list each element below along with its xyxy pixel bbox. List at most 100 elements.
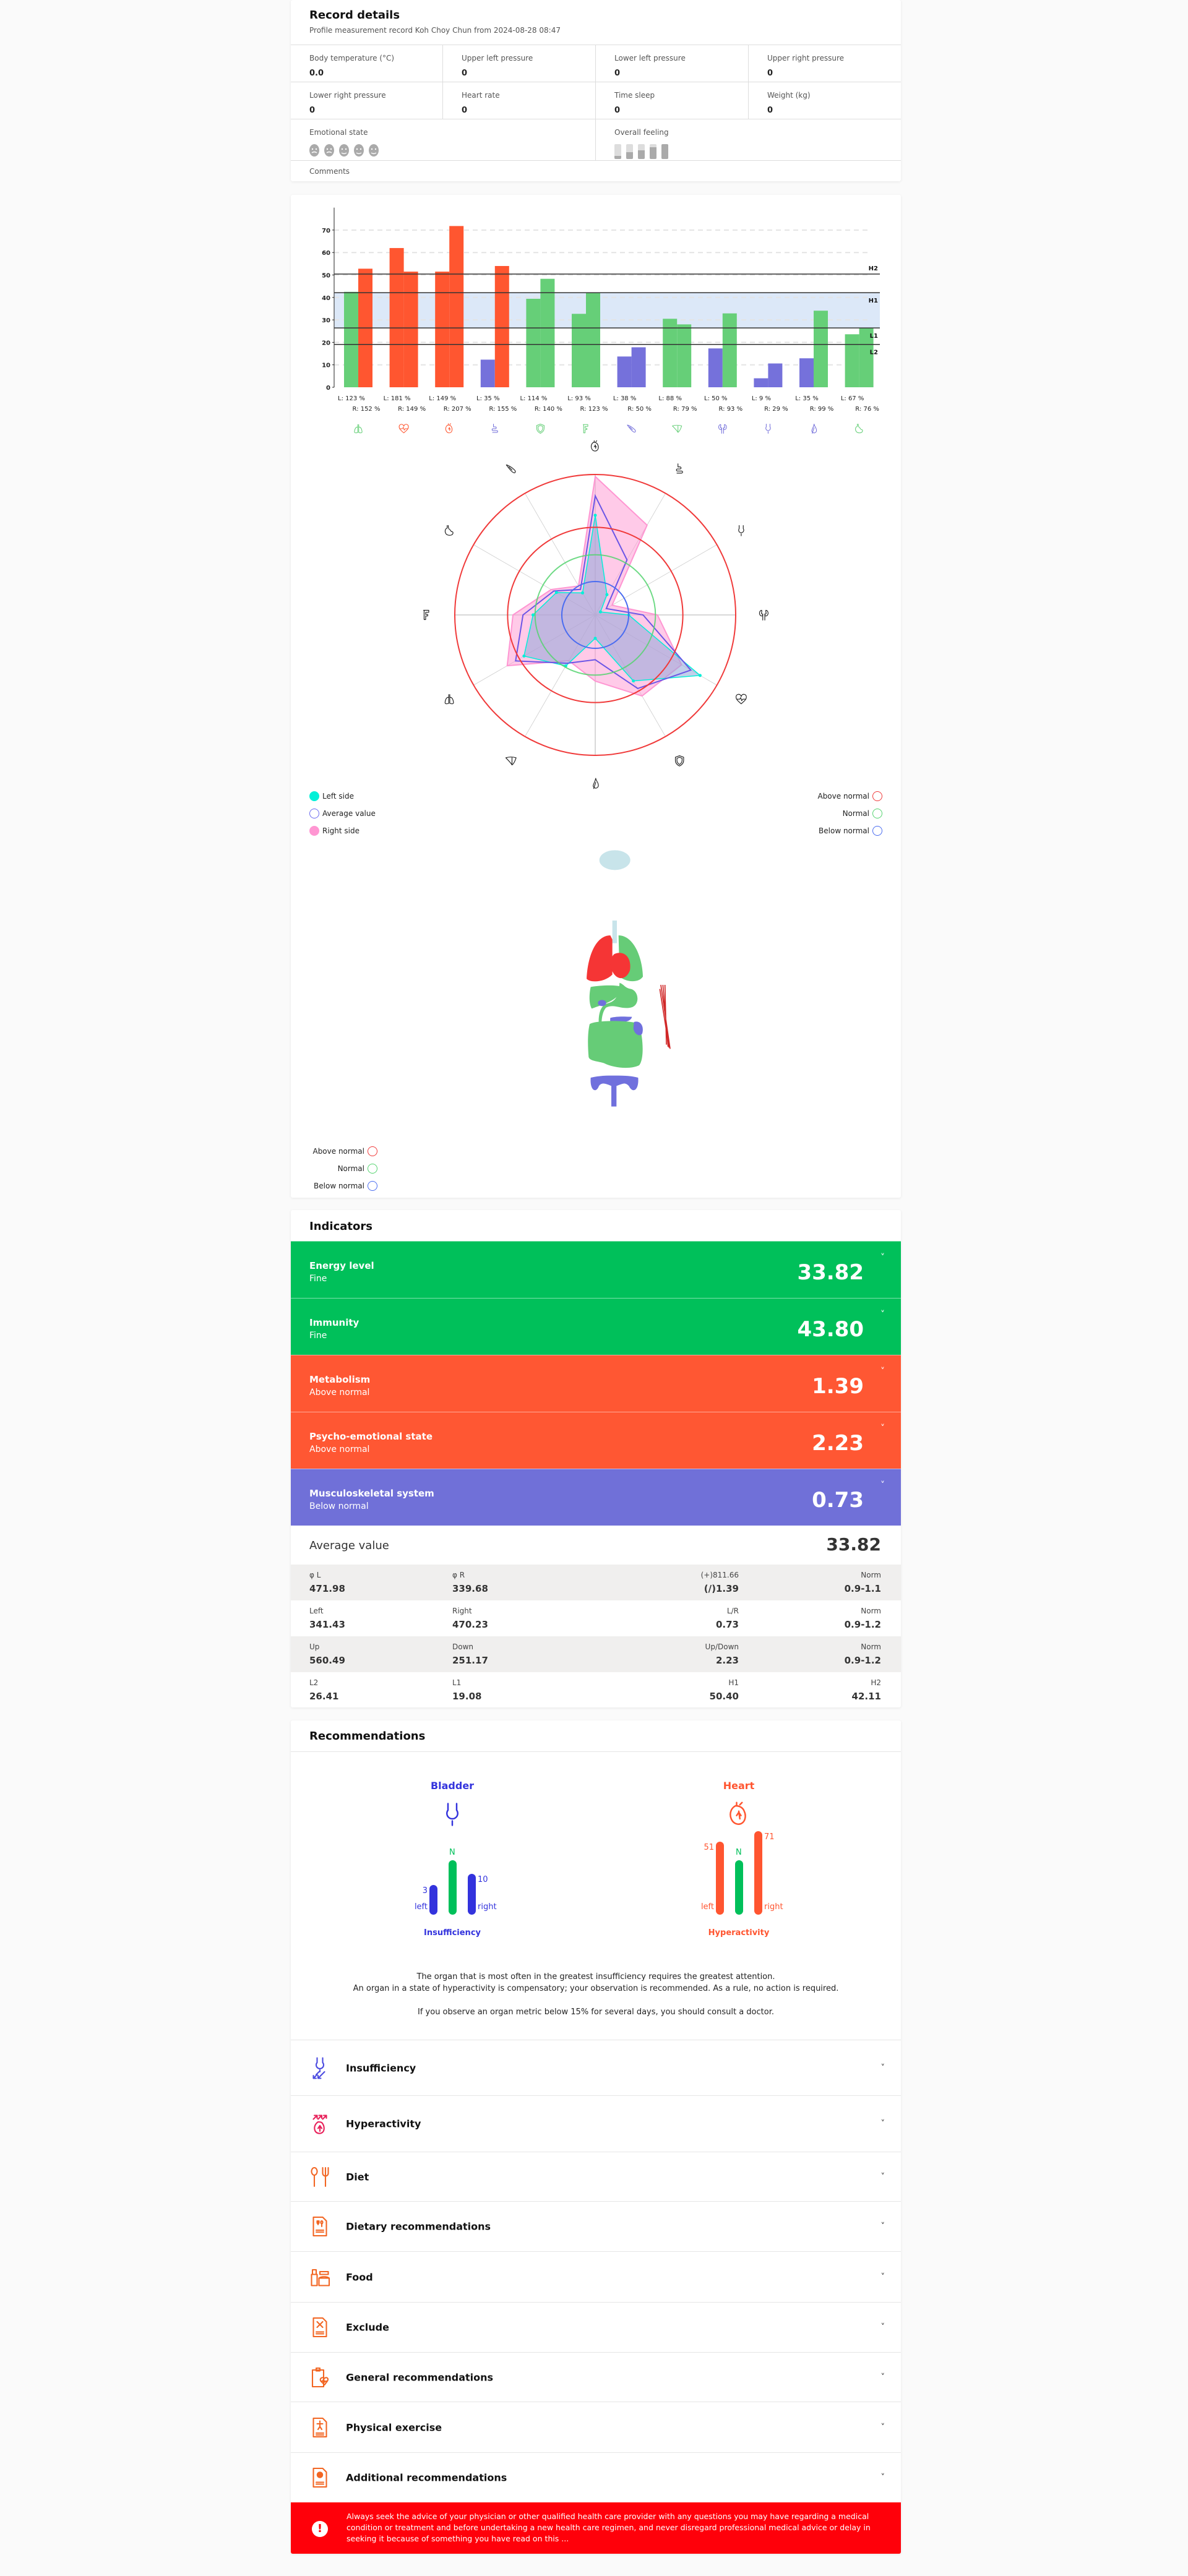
table-cell: φ L 471.98 (309, 1571, 345, 1594)
cell-value: 471.98 (309, 1583, 345, 1594)
record-subtitle: Profile measurement record Koh Choy Chun… (309, 26, 561, 35)
indicator-immunity[interactable]: Immunity Fine 43.80 ˅ (291, 1298, 901, 1355)
table-cell: H2 42.11 (852, 1678, 881, 1702)
chevron-down-icon[interactable]: ˅ (880, 2172, 885, 2181)
chevron-down-icon[interactable]: ˅ (880, 1480, 885, 1490)
chevron-down-icon[interactable]: ˅ (880, 2423, 885, 2432)
organ-state: Insufficiency (424, 1928, 481, 1938)
bladder[interactable] (590, 1075, 639, 1107)
trachea[interactable] (612, 921, 617, 943)
accordion-label: Insufficiency (346, 2062, 416, 2074)
table-cell: Norm 0.9-1.1 (845, 1571, 881, 1594)
feeling-level-1-icon[interactable] (614, 144, 621, 159)
sad-face-icon[interactable] (324, 144, 334, 157)
field-time-sleep: Time sleep 0 (596, 82, 749, 119)
neutral-face-icon[interactable] (339, 144, 349, 157)
legend-swatch (872, 791, 882, 801)
info-line-1: The organ that is most often in the grea… (416, 1972, 775, 1981)
exclude-document-icon (312, 2317, 327, 2338)
heart[interactable] (610, 953, 631, 979)
field-label: Body temperature (°C) (309, 54, 395, 62)
accordion-diet[interactable]: Diet ˅ (291, 2152, 901, 2201)
accordion-general-recommendations[interactable]: General recommendations ˅ (291, 2352, 901, 2402)
table-cell: Norm 0.9-1.2 (845, 1642, 881, 1666)
left-percent-label: L: 35 % (795, 395, 819, 402)
fields-row-2: Lower right pressure 0 Heart rate 0 Time s… (291, 82, 901, 119)
legend-swatch (368, 1181, 377, 1191)
bar-left (799, 358, 814, 387)
bladder-icon (446, 1803, 458, 1826)
liver[interactable] (589, 985, 622, 1009)
indicator-status: Below normal (309, 1501, 369, 1511)
indicator-musculoskeletal-system[interactable]: Musculoskeletal system Below normal 0.73 ˅ (291, 1469, 901, 1526)
accordion-physical-exercise[interactable]: Physical exercise ˅ (291, 2402, 901, 2452)
reference-line-label: L1 (870, 333, 878, 340)
feeling-level-2-icon[interactable] (626, 144, 633, 159)
cell-label: H1 (728, 1678, 739, 1687)
stomach-icon (855, 423, 863, 434)
normal-band (334, 293, 880, 328)
right-percent-label: R: 93 % (719, 406, 743, 413)
indicator-name: Musculoskeletal system (309, 1488, 434, 1499)
indicator-psycho-emotional-state[interactable]: Psycho-emotional state Above normal 2.23 ˅ (291, 1412, 901, 1469)
accordion-icon-wrap (308, 2415, 332, 2440)
left-bar (716, 1842, 724, 1915)
organ-bar-chart: 0 10 20 30 40 50 60 70 L: 123 % R: 152 %L: 181 % R… (322, 207, 880, 434)
accordion-hyperactivity[interactable]: Hyperactivity ˅ (291, 2095, 901, 2152)
indicator-energy-level[interactable]: Energy level Fine 33.82 ˅ (291, 1241, 901, 1298)
cell-label: Down (452, 1642, 474, 1651)
chevron-down-icon[interactable]: ˅ (880, 2372, 885, 2382)
smile-face-icon[interactable] (354, 144, 364, 157)
right-percent-label: R: 79 % (673, 406, 697, 413)
stomach[interactable] (598, 982, 638, 1026)
accordion-dietary-recommendations[interactable]: Dietary recommendations ˅ (291, 2201, 901, 2251)
feeling-level-4-icon[interactable] (650, 144, 656, 159)
stomach-icon (444, 525, 454, 536)
bar-right (768, 363, 783, 387)
ring-above (507, 526, 684, 703)
legend-label: Below normal (819, 826, 869, 835)
right-label: right (764, 1902, 783, 1912)
happy-face-icon[interactable] (369, 144, 379, 157)
chevron-down-icon[interactable]: ˅ (880, 1310, 885, 1320)
brain[interactable] (599, 850, 631, 870)
chevron-down-icon[interactable]: ˅ (880, 2222, 885, 2231)
right-lung[interactable] (587, 935, 613, 982)
bar-right (677, 324, 692, 387)
feeling-level-3-icon[interactable] (638, 144, 645, 159)
intestine[interactable] (588, 1021, 643, 1068)
bar-left (389, 247, 404, 387)
indicator-metabolism[interactable]: Metabolism Above normal 1.39 ˅ (291, 1355, 901, 1412)
bar-left (435, 272, 450, 387)
chevron-down-icon[interactable]: ˅ (880, 2063, 885, 2072)
indicator-name: Metabolism (309, 1374, 371, 1385)
chevron-down-icon[interactable]: ˅ (880, 1367, 885, 1376)
feeling-level-5-icon[interactable] (661, 144, 668, 159)
right-value: 10 (478, 1874, 488, 1884)
right-label: right (478, 1902, 497, 1912)
very-sad-face-icon[interactable] (309, 144, 319, 157)
accordion-food[interactable]: Food ˅ (291, 2251, 901, 2302)
field-value: 0 (767, 106, 773, 115)
chevron-down-icon[interactable]: ˅ (880, 2119, 885, 2129)
kidneys[interactable] (633, 1021, 643, 1036)
accordion-exclude[interactable]: Exclude ˅ (291, 2302, 901, 2352)
accordion-insufficiency[interactable]: Insufficiency ˅ (291, 2040, 901, 2095)
chevron-down-icon[interactable]: ˅ (880, 2272, 885, 2282)
gallbladder[interactable] (598, 1000, 606, 1007)
chevron-down-icon[interactable]: ˅ (880, 2322, 885, 2332)
cell-value: 26.41 (309, 1691, 339, 1702)
cell-label: L1 (452, 1678, 462, 1687)
accordion-additional-recommendations[interactable]: Additional recommendations ˅ (291, 2452, 901, 2502)
chevron-down-icon[interactable]: ˅ (880, 1253, 885, 1263)
chevron-down-icon[interactable]: ˅ (880, 1423, 885, 1433)
arm-vessels[interactable] (659, 984, 671, 1049)
field-value: 0.0 (309, 69, 324, 78)
legend-label: Left side (322, 792, 354, 801)
left-bar (429, 1885, 437, 1915)
fields-row-3: Emotional state Overall feeling (291, 119, 901, 160)
organ-icon-wrap (439, 1800, 466, 1832)
y-tick-label: 20 (322, 340, 330, 346)
left-label: left (414, 1902, 428, 1912)
chevron-down-icon[interactable]: ˅ (880, 2473, 885, 2483)
